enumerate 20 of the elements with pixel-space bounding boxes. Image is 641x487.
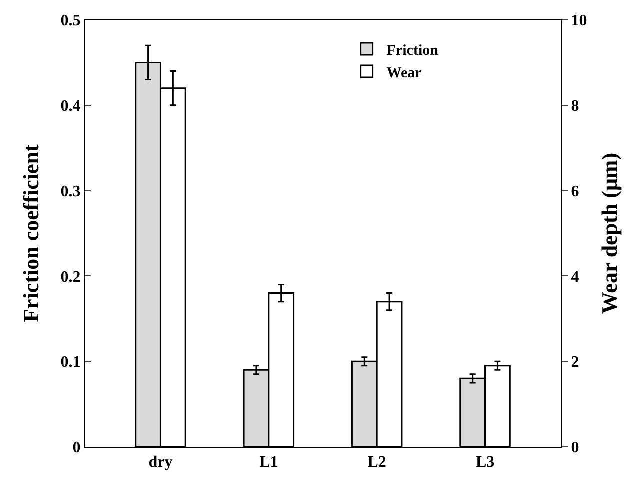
x-tick-label: L2 bbox=[368, 454, 386, 472]
y-tick-label: 0.1 bbox=[60, 354, 81, 372]
y-axis-title: Friction coefficient bbox=[18, 144, 44, 322]
y-tick-label: 0 bbox=[72, 440, 81, 457]
y2-tick-label: 4 bbox=[571, 268, 580, 286]
x-tick-label: L3 bbox=[476, 454, 495, 472]
x-tick-label: L1 bbox=[260, 454, 278, 472]
y2-tick-label: 6 bbox=[571, 183, 580, 200]
y-tick-label: 0.2 bbox=[60, 268, 81, 286]
y-tick-label: 0.3 bbox=[60, 183, 81, 200]
y2-tick-label: 2 bbox=[571, 354, 580, 372]
y-tick-label: 0.4 bbox=[60, 98, 81, 115]
y2-tick-label: 0 bbox=[571, 440, 580, 457]
legend-label: Wear bbox=[386, 65, 422, 82]
y2-tick-label: 10 bbox=[571, 12, 588, 30]
y2-tick-label: 8 bbox=[571, 98, 580, 115]
legend-label: Friction bbox=[386, 42, 440, 59]
y-tick-label: 0.5 bbox=[60, 12, 81, 30]
y2-axis-title: Wear depth (μm) bbox=[597, 152, 622, 314]
x-tick-label: dry bbox=[148, 454, 173, 472]
